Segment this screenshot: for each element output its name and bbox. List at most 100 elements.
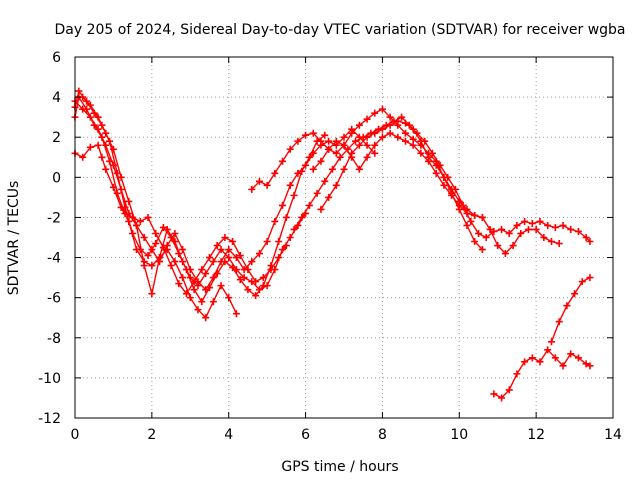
- data-point: [179, 274, 187, 282]
- data-point: [236, 252, 244, 260]
- data-point: [163, 242, 171, 250]
- data-point: [378, 133, 386, 141]
- y-tick-label: -10: [38, 371, 61, 387]
- y-tick-label: 0: [52, 170, 61, 186]
- data-point: [198, 266, 206, 274]
- data-point: [340, 165, 348, 173]
- data-point: [286, 145, 294, 153]
- series-arc-11: [548, 274, 594, 346]
- data-point: [548, 338, 556, 346]
- data-point: [378, 125, 386, 133]
- data-point: [540, 234, 548, 241]
- data-point: [328, 165, 336, 173]
- plot-frame: [74, 56, 614, 419]
- data-point: [286, 181, 294, 189]
- series-arc-5: [71, 97, 379, 294]
- y-tick-label: 2: [52, 130, 61, 146]
- data-point: [325, 145, 333, 153]
- y-tick-label: -6: [47, 291, 61, 307]
- data-point: [117, 173, 125, 181]
- data-point: [352, 137, 360, 145]
- data-point: [217, 282, 225, 290]
- data-point: [586, 238, 594, 246]
- data-point: [544, 221, 552, 229]
- data-point: [505, 386, 513, 394]
- data-point: [432, 169, 440, 177]
- data-point: [305, 201, 313, 209]
- data-point: [524, 225, 532, 233]
- data-point: [136, 217, 144, 225]
- data-point: [513, 221, 521, 229]
- data-point: [232, 266, 240, 274]
- data-point: [198, 298, 206, 306]
- data-point: [409, 125, 417, 133]
- x-tick-label: 6: [301, 427, 310, 443]
- data-point: [386, 113, 394, 121]
- data-point: [255, 286, 263, 294]
- data-point: [179, 246, 187, 254]
- data-point: [259, 274, 267, 282]
- data-point: [471, 211, 479, 219]
- data-point: [94, 141, 102, 149]
- data-point: [102, 165, 110, 173]
- series-arc-6: [248, 105, 486, 254]
- data-point: [574, 227, 582, 235]
- data-point: [321, 177, 329, 185]
- series-arc-9: [309, 129, 486, 221]
- data-point: [109, 161, 117, 169]
- series-arc-2: [71, 93, 290, 298]
- data-point: [555, 318, 563, 326]
- data-point: [478, 213, 486, 221]
- data-point: [132, 246, 140, 254]
- data-point: [102, 129, 110, 137]
- data-point: [171, 229, 179, 237]
- data-point: [240, 266, 248, 274]
- data-point: [401, 119, 409, 127]
- data-point: [340, 141, 348, 149]
- data-point: [271, 217, 279, 225]
- data-point: [574, 354, 582, 362]
- data-point: [417, 137, 425, 145]
- data-point: [98, 153, 106, 161]
- data-point: [378, 105, 386, 113]
- data-point: [332, 181, 340, 189]
- data-point: [94, 125, 102, 133]
- data-point: [152, 229, 160, 237]
- data-point: [217, 258, 225, 266]
- data-point: [348, 129, 356, 137]
- data-point: [263, 181, 271, 189]
- data-point: [490, 390, 498, 398]
- data-point: [279, 157, 287, 165]
- data-point: [271, 169, 279, 177]
- data-point: [386, 129, 394, 137]
- data-point: [509, 242, 517, 250]
- data-point: [171, 258, 179, 266]
- data-point: [248, 185, 256, 193]
- data-point: [559, 362, 567, 370]
- data-point: [248, 278, 256, 286]
- data-point: [302, 161, 310, 169]
- data-point: [317, 157, 325, 165]
- data-point: [394, 117, 402, 125]
- data-point: [302, 131, 310, 139]
- data-point: [355, 121, 363, 129]
- data-point: [79, 153, 87, 161]
- data-point: [582, 360, 590, 368]
- y-tick-label: 6: [52, 50, 61, 66]
- data-point: [567, 350, 575, 358]
- data-point: [563, 302, 571, 310]
- data-point: [517, 229, 525, 237]
- data-point: [325, 137, 333, 145]
- data-point: [371, 149, 379, 157]
- data-point: [498, 394, 506, 402]
- axis-layer: 0 2 4 6 8 10 12 14 -12 -10 -8 -6 -4 -2 0 2 4 6: [38, 50, 622, 443]
- data-point: [206, 254, 213, 262]
- data-point: [225, 246, 233, 254]
- data-point: [186, 274, 194, 282]
- data-point: [409, 135, 417, 143]
- data-point: [148, 290, 156, 298]
- data-point: [109, 145, 117, 153]
- data-point: [109, 183, 117, 191]
- data-point: [117, 203, 125, 211]
- data-point: [279, 246, 287, 254]
